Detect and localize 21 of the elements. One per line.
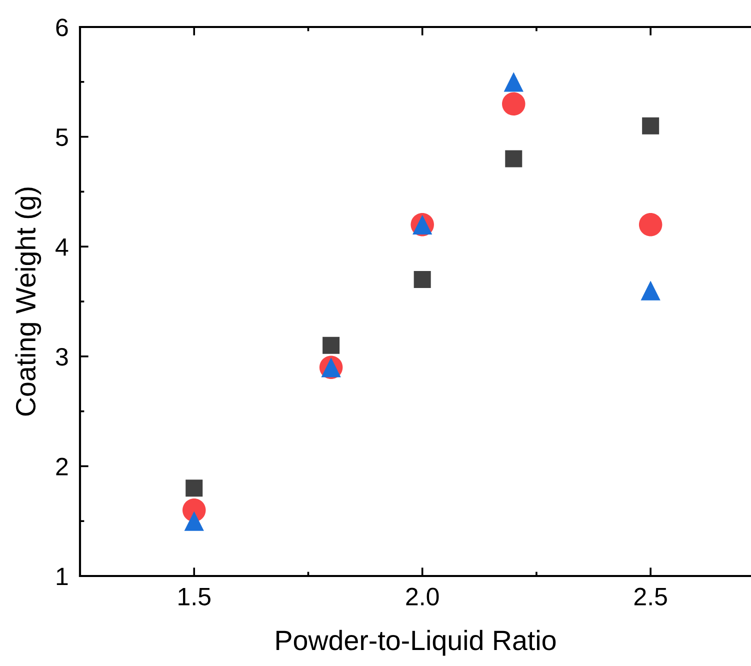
point (504, 72, 524, 92)
point (640, 280, 660, 300)
y-tick-label: 5 (56, 128, 68, 146)
point (505, 150, 522, 168)
y-tick-label: 6 (56, 18, 68, 36)
x-axis-title: Powder-to-Liquid Ratio (276, 630, 556, 656)
x-tick-label: 2.5 (634, 588, 667, 606)
point (638, 213, 662, 236)
point (642, 117, 660, 134)
y-tick-label: 1 (56, 568, 68, 586)
y-tick-label: 2 (56, 458, 68, 476)
point (184, 511, 204, 531)
y-tick-label: 3 (56, 348, 68, 366)
x-tick-label: 1.5 (178, 588, 210, 606)
point (502, 92, 526, 116)
point (414, 271, 431, 288)
x-tick-label: 2.0 (406, 588, 439, 606)
point (322, 336, 340, 354)
y-axis-title: Coating Weight (g) (15, 188, 42, 416)
point (186, 480, 203, 497)
y-tick-label: 4 (56, 238, 68, 256)
